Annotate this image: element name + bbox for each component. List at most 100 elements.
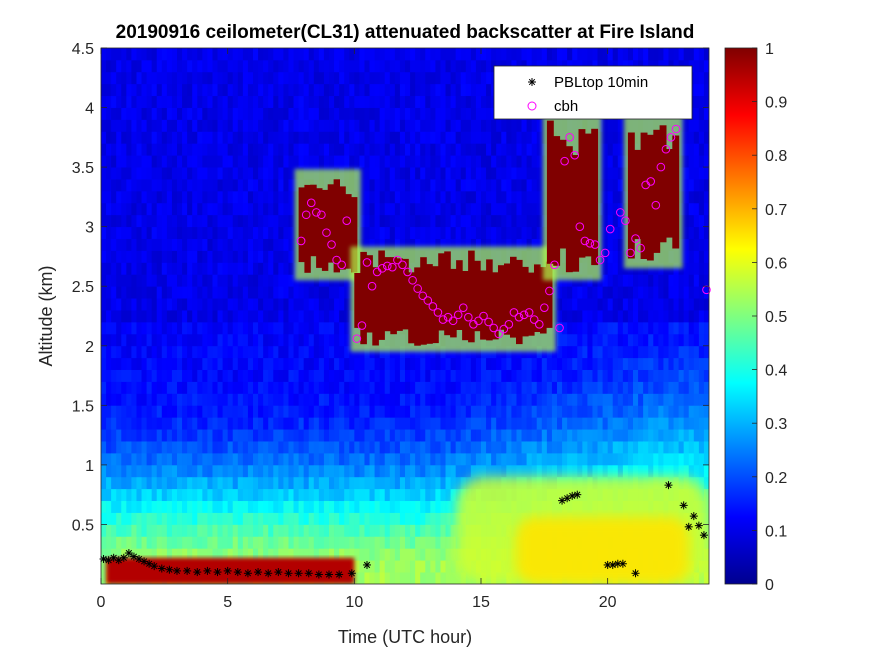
heatmap-cell — [653, 333, 659, 347]
heatmap-cell — [227, 405, 234, 418]
heatmap-cell — [653, 381, 659, 394]
heatmap-cell — [283, 429, 289, 442]
heatmap-cell — [192, 369, 198, 382]
heatmap-cell — [374, 369, 381, 382]
heatmap-cell — [293, 536, 299, 549]
heatmap-cell — [653, 274, 659, 287]
heatmap-cell — [364, 179, 370, 192]
heatmap-cell — [146, 393, 153, 406]
heatmap-cell — [151, 167, 158, 180]
heatmap-cell — [364, 238, 370, 251]
heatmap-cell — [237, 452, 244, 466]
heatmap-cell — [531, 119, 538, 132]
heatmap-cell — [430, 59, 436, 73]
heatmap-cell — [161, 310, 168, 323]
heatmap-cell — [101, 95, 107, 108]
heatmap-cell — [182, 143, 188, 156]
heatmap-cell — [399, 393, 406, 406]
heatmap-cell — [268, 310, 274, 323]
heatmap-cell — [227, 202, 234, 216]
heatmap-cell — [303, 107, 310, 120]
heatmap-cell — [557, 429, 563, 442]
heatmap-cell — [308, 83, 315, 97]
heatmap-cell — [359, 167, 365, 180]
heatmap-cell — [207, 71, 213, 85]
heatmap-cell — [359, 226, 365, 239]
heatmap-cell — [197, 131, 203, 144]
heatmap-cell — [592, 310, 598, 323]
heatmap-cell — [435, 155, 441, 168]
heatmap-cell — [415, 167, 421, 180]
heatmap-cell — [212, 83, 218, 97]
heatmap-cell — [192, 262, 198, 275]
heatmap-cell — [171, 179, 178, 192]
heatmap-cell — [151, 226, 158, 239]
heatmap-cell — [166, 417, 173, 430]
heatmap-cell — [207, 250, 213, 263]
heatmap-cell — [557, 417, 563, 430]
heatmap-cell — [435, 572, 441, 584]
heatmap-cell — [268, 381, 274, 394]
heatmap-cell — [354, 524, 360, 537]
heatmap-cell — [323, 441, 330, 454]
heatmap-cell — [187, 393, 193, 406]
heatmap-cell — [121, 381, 127, 394]
heatmap-cell — [161, 357, 168, 370]
heatmap-cell — [237, 333, 244, 347]
heatmap-cell — [344, 476, 350, 490]
heatmap-cell — [607, 417, 614, 430]
heatmap-cell — [425, 59, 431, 73]
heatmap-cell — [369, 572, 375, 584]
heatmap-cell — [101, 452, 107, 466]
heatmap-cell — [415, 143, 421, 156]
heatmap-cell — [156, 83, 163, 97]
heatmap-cell — [354, 381, 360, 394]
heatmap-cell — [227, 500, 234, 513]
heatmap-cell — [475, 119, 482, 132]
heatmap-cell — [278, 441, 284, 454]
heatmap-cell — [612, 441, 619, 454]
heatmap-cell — [258, 548, 264, 561]
heatmap-cell — [166, 167, 173, 180]
heatmap-cell — [420, 131, 426, 144]
heatmap-cell — [298, 536, 305, 549]
heatmap-cell — [369, 476, 375, 490]
heatmap-cell — [323, 59, 330, 73]
heatmap-cell — [622, 393, 629, 406]
heatmap-cell — [318, 429, 325, 442]
heatmap-cell — [166, 298, 173, 311]
heatmap-cell — [197, 310, 203, 323]
heatmap-cell — [440, 441, 446, 454]
heatmap-cell — [394, 119, 401, 132]
heatmap-cell — [182, 95, 188, 108]
heatmap-cell — [344, 321, 350, 335]
heatmap-cell — [536, 214, 543, 228]
heatmap-cell — [268, 357, 274, 370]
heatmap-cell — [278, 238, 284, 251]
heatmap-cell — [313, 524, 320, 537]
heatmap-cell — [288, 417, 294, 430]
heatmap-cell — [126, 83, 132, 97]
heatmap-cell — [146, 107, 153, 120]
heatmap-cell — [308, 143, 315, 156]
heatmap-cell — [242, 476, 249, 490]
heatmap-cell — [638, 381, 644, 394]
heatmap-cell — [202, 71, 208, 85]
heatmap-cell — [374, 417, 381, 430]
heatmap-cell — [607, 321, 614, 335]
heatmap-cell — [658, 441, 664, 454]
heatmap-cell — [202, 179, 208, 192]
heatmap-cell — [263, 59, 269, 73]
heatmap-cell — [349, 464, 355, 478]
heatmap-cell — [237, 119, 244, 132]
heatmap-cell — [384, 429, 391, 442]
heatmap-cell — [273, 524, 279, 537]
heatmap-cell — [597, 321, 603, 335]
heatmap-cell — [607, 345, 614, 359]
heatmap-cell — [399, 155, 406, 168]
heatmap-cell — [648, 262, 654, 275]
heatmap-cell — [237, 357, 244, 370]
heatmap-cell — [475, 381, 482, 394]
heatmap-cell — [131, 345, 137, 359]
heatmap-cell — [379, 548, 386, 561]
